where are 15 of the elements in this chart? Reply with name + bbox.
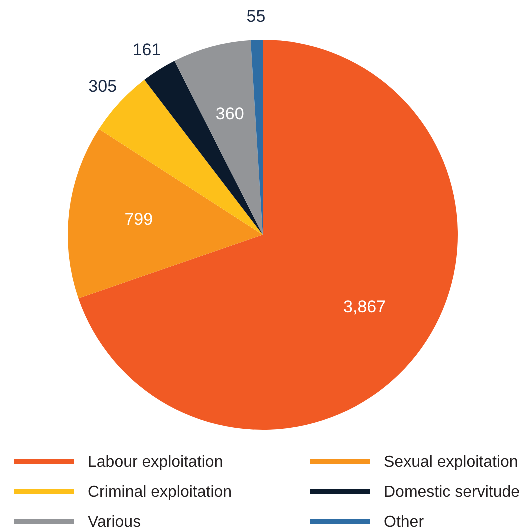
legend-label: Labour exploitation: [88, 454, 224, 471]
legend-label: Various: [88, 514, 142, 529]
data-label: 360: [216, 104, 244, 124]
pie-slice: [78, 40, 458, 430]
legend-label: Criminal exploitation: [88, 484, 232, 501]
legend-label: Sexual exploitation: [384, 454, 518, 471]
data-label: 3,867: [344, 298, 386, 317]
data-label: 799: [124, 210, 154, 229]
pie-slice: [174, 40, 263, 235]
legend-label: Domestic servitude: [384, 484, 520, 501]
data-label: 305: [88, 77, 118, 96]
data-label: 55: [246, 7, 266, 26]
data-label: 161: [132, 40, 162, 60]
pie-slice: [68, 129, 263, 299]
legend-label: Other: [384, 514, 425, 529]
